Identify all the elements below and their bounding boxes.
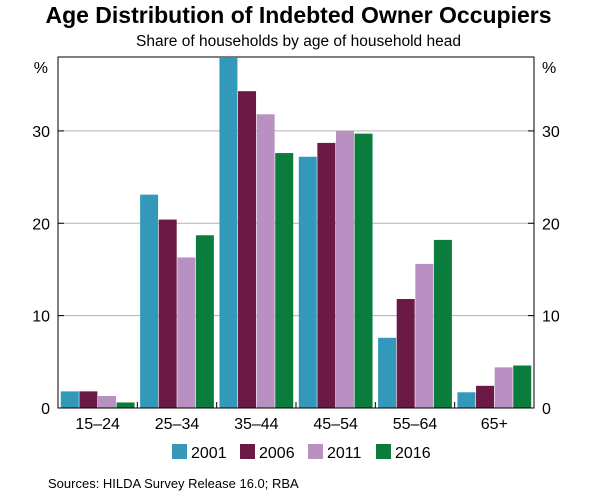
bar-2016-1 [195, 235, 214, 408]
x-tick-label: 25–34 [155, 416, 200, 433]
legend-label-2006: 2006 [259, 445, 295, 462]
legend-label-2001: 2001 [191, 445, 227, 462]
legend-swatch-2011 [308, 444, 323, 459]
bar-2006-1 [158, 219, 177, 408]
bar-2016-3 [354, 133, 373, 409]
bar-2006-2 [238, 91, 257, 408]
bar-2001-0 [60, 391, 79, 408]
chart-subtitle: Share of households by age of household … [136, 33, 461, 50]
bar-2011-0 [97, 395, 116, 408]
legend-swatch-2006 [240, 444, 255, 459]
bar-2011-2 [256, 114, 275, 408]
bar-2011-4 [415, 263, 434, 408]
x-tick-label: 45–54 [313, 416, 358, 433]
y-tick-label-left: 30 [32, 124, 50, 141]
bar-2016-5 [513, 365, 532, 408]
chart-title: Age Distribution of Indebted Owner Occup… [45, 2, 552, 28]
bar-2006-3 [317, 142, 336, 408]
legend-label-2011: 2011 [327, 445, 362, 462]
bar-2001-1 [140, 194, 159, 408]
bar-2001-3 [298, 156, 317, 408]
bar-2001-2 [219, 57, 238, 409]
source-note: Sources: HILDA Survey Release 16.0; RBA [48, 476, 299, 491]
x-tick-label: 65+ [481, 416, 508, 433]
bar-2001-5 [457, 392, 476, 408]
y-axis-unit-left: % [34, 60, 48, 77]
y-tick-label-right: 30 [542, 124, 560, 141]
bar-2006-0 [79, 391, 98, 408]
plot-frame [57, 56, 535, 409]
x-tick-label: 55–64 [393, 416, 438, 433]
y-tick-label-right: 10 [542, 309, 560, 326]
bar-2011-1 [177, 257, 196, 408]
bar-2016-0 [116, 402, 135, 408]
y-tick-label-left: 0 [41, 401, 50, 418]
legend-swatch-2016 [376, 444, 391, 459]
gridlines [58, 130, 534, 317]
bar-2006-5 [476, 385, 495, 408]
y-tick-label-left: 20 [32, 216, 50, 233]
y-tick-label-right: 20 [542, 216, 560, 233]
y-tick-label-right: 0 [542, 401, 551, 418]
y-tick-label-left: 10 [32, 309, 50, 326]
y-axis-unit-right: % [542, 60, 556, 77]
x-tick-label: 35–44 [234, 416, 279, 433]
bar-2001-4 [378, 337, 397, 408]
bar-2016-4 [433, 239, 452, 408]
bar-2011-3 [335, 130, 354, 409]
x-tick-label: 15–24 [75, 416, 120, 433]
bar-2006-4 [396, 299, 415, 408]
legend-label-2016: 2016 [395, 445, 431, 462]
bar-2011-5 [494, 367, 513, 408]
bars [60, 57, 532, 409]
bar-2016-2 [275, 153, 294, 408]
ticks: 0 0 10 10 20 20 30 30% % 15–24 25–34 35–44 45–54 55–6… [32, 60, 560, 433]
legend: 2001 2006 2011 2016 [172, 444, 431, 462]
legend-swatch-2001 [172, 444, 187, 459]
